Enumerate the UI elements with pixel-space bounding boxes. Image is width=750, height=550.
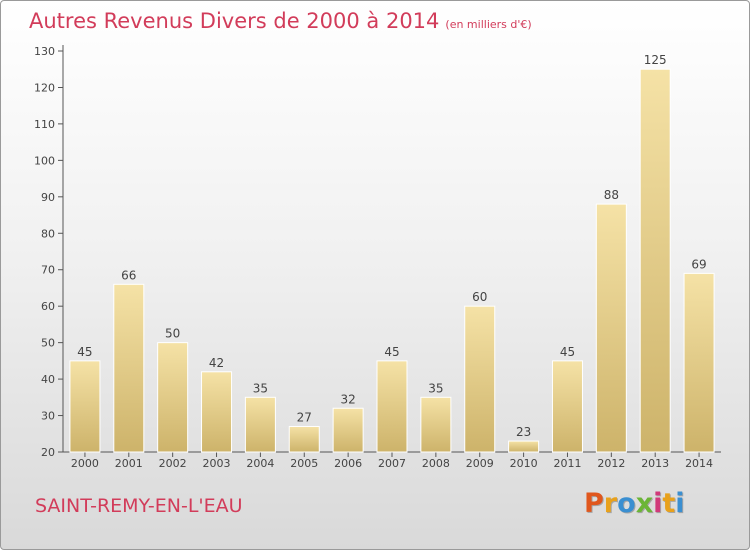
x-tick-label-2005: 2005 bbox=[290, 457, 318, 470]
logo-letter: i bbox=[653, 488, 663, 519]
data-label-2003: 42 bbox=[209, 356, 224, 370]
chart-subtitle: (en milliers d'€) bbox=[445, 18, 532, 31]
y-tick-label: 120 bbox=[34, 81, 55, 94]
chart-bars bbox=[69, 68, 715, 453]
data-label-2005: 27 bbox=[297, 410, 312, 424]
data-label-2007: 45 bbox=[384, 345, 399, 359]
y-tick-label: 40 bbox=[41, 373, 55, 386]
logo-letter: o bbox=[617, 488, 636, 519]
y-tick-label: 110 bbox=[34, 118, 55, 131]
data-label-2001: 66 bbox=[121, 268, 136, 282]
chart-axes: 20 30 40 50 60 70 80 90 100 110 120 130 2000 2001 2002… bbox=[34, 45, 721, 470]
x-tick-label-2004: 2004 bbox=[246, 457, 274, 470]
logo-letter: t bbox=[662, 488, 676, 519]
y-tick-label: 130 bbox=[34, 45, 55, 58]
bar-2000 bbox=[69, 360, 101, 453]
y-tick-label: 50 bbox=[41, 337, 55, 350]
data-label-2013: 125 bbox=[644, 53, 667, 67]
chart-title: Autres Revenus Divers de 2000 à 2014 (en … bbox=[29, 9, 532, 33]
logo-letter: x bbox=[635, 488, 654, 519]
bar-2012 bbox=[595, 203, 627, 453]
x-tick-label-2000: 2000 bbox=[71, 457, 99, 470]
data-label-2012: 88 bbox=[604, 188, 619, 202]
bar-2002 bbox=[157, 342, 189, 453]
data-label-2009: 60 bbox=[472, 290, 487, 304]
bar-2009 bbox=[464, 305, 496, 453]
bar-2011 bbox=[551, 360, 583, 453]
x-tick-label-2013: 2013 bbox=[641, 457, 669, 470]
x-tick-label-2009: 2009 bbox=[466, 457, 494, 470]
bar-2001 bbox=[113, 283, 145, 453]
x-tick-label-2010: 2010 bbox=[510, 457, 538, 470]
y-tick-label: 30 bbox=[41, 410, 55, 423]
bar-2010 bbox=[508, 440, 540, 453]
logo-letter: r bbox=[603, 488, 618, 519]
data-label-2004: 35 bbox=[253, 381, 268, 395]
logo-letter: P bbox=[584, 488, 604, 519]
bar-2004 bbox=[244, 396, 276, 453]
bar-2005 bbox=[288, 425, 320, 453]
y-tick-label: 60 bbox=[41, 300, 55, 313]
data-label-2008: 35 bbox=[428, 381, 443, 395]
bar-2003 bbox=[201, 371, 233, 453]
bar-2006 bbox=[332, 407, 364, 453]
data-label-2010: 23 bbox=[516, 425, 531, 439]
x-tick-label-2008: 2008 bbox=[422, 457, 450, 470]
chart-title-text: Autres Revenus Divers de 2000 à 2014 bbox=[29, 9, 440, 33]
bar-2008 bbox=[420, 396, 452, 453]
y-tick-label: 80 bbox=[41, 227, 55, 240]
x-tick-label-2003: 2003 bbox=[203, 457, 231, 470]
x-tick-label-2001: 2001 bbox=[115, 457, 143, 470]
commune-name: SAINT-REMY-EN-L'EAU bbox=[35, 495, 243, 517]
bar-2014 bbox=[683, 272, 715, 453]
y-tick-label: 70 bbox=[41, 264, 55, 277]
y-tick-label: 20 bbox=[41, 446, 55, 459]
y-tick-label: 90 bbox=[41, 191, 55, 204]
data-label-2014: 69 bbox=[691, 257, 706, 271]
x-tick-label-2007: 2007 bbox=[378, 457, 406, 470]
x-tick-label-2012: 2012 bbox=[597, 457, 625, 470]
proxiti-logo: Proxiti bbox=[584, 488, 685, 519]
x-tick-label-2006: 2006 bbox=[334, 457, 362, 470]
x-tick-label-2014: 2014 bbox=[685, 457, 713, 470]
bar-2013 bbox=[639, 68, 671, 453]
data-label-2000: 45 bbox=[77, 345, 92, 359]
chart-data-labels: 45 66 50 42 35 27 32 45 35 60 23 45 88 125 69 bbox=[77, 53, 706, 439]
bar-2007 bbox=[376, 360, 408, 453]
y-tick-label: 100 bbox=[34, 154, 55, 167]
logo-letter: i bbox=[675, 488, 685, 519]
data-label-2002: 50 bbox=[165, 327, 180, 341]
data-label-2006: 32 bbox=[340, 392, 355, 406]
x-tick-label-2011: 2011 bbox=[553, 457, 581, 470]
data-label-2011: 45 bbox=[560, 345, 575, 359]
x-tick-label-2002: 2002 bbox=[159, 457, 187, 470]
